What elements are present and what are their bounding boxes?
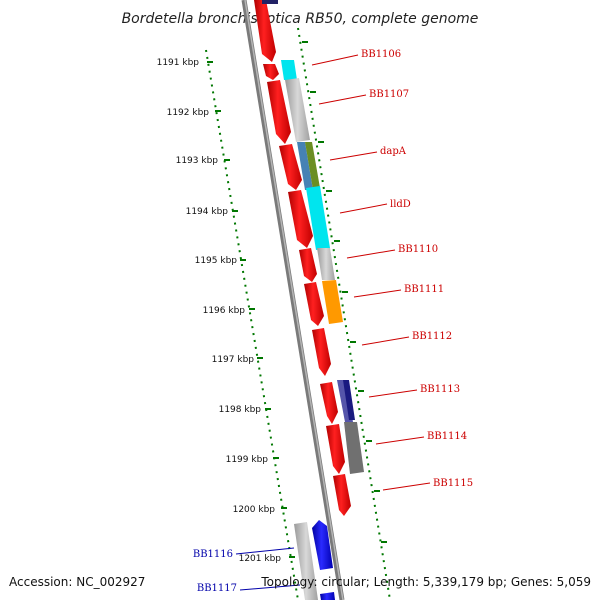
cog-blocks [262,0,364,474]
cog-block[interactable] [285,78,310,142]
gene-label-bb1117[interactable]: BB1117 [197,583,237,594]
tick-1196: 1196 kbp [203,306,255,316]
gene-arrow[interactable] [267,80,291,144]
map-title: Bordetella bronchiseptica RB50, complete… [122,11,479,27]
gene-label-bb1111[interactable]: BB1111 [404,284,444,295]
tick-label: 1197 kbp [212,355,255,365]
gene-arrow[interactable] [320,382,338,424]
gene-label-bb1115[interactable]: BB1115 [433,478,473,489]
gene-arrow[interactable] [279,144,302,190]
cog-block[interactable] [317,248,335,280]
gene-label-llld[interactable]: lldD [390,199,411,210]
tick-label: 1198 kbp [219,405,262,415]
tick-1195: 1195 kbp [195,256,246,266]
right-track-dashes [302,41,387,543]
gene-label-bb1114[interactable]: BB1114 [427,431,467,442]
tick-label: 1192 kbp [167,108,210,118]
gene-label-bb1116[interactable]: BB1116 [193,549,233,560]
tick-label: 1194 kbp [186,207,229,217]
tick-1198: 1198 kbp [219,405,271,415]
tick-label: 1196 kbp [203,306,246,316]
genome-summary-text: Topology: circular; Length: 5,339,179 bp… [260,575,591,589]
tick-1191: 1191 kbp [157,58,213,68]
tick-1197: 1197 kbp [212,355,263,365]
gene-arrow[interactable] [288,190,313,248]
cog-block[interactable] [343,380,355,420]
tick-1194: 1194 kbp [186,207,238,217]
forward-genes [254,0,351,516]
tick-label: 1200 kbp [233,505,276,515]
tick-label: 1201 kbp [239,554,282,564]
cog-block[interactable] [297,142,313,190]
gene-arrow[interactable] [326,424,345,474]
tick-1199: 1199 kbp [226,455,279,465]
tick-1192: 1192 kbp [167,108,221,118]
tick-label: 1199 kbp [226,455,269,465]
cog-block[interactable] [322,280,343,324]
tick-1193: 1193 kbp [176,156,230,166]
gene-label-dapa[interactable]: dapA [380,146,407,157]
gene-arrow[interactable] [263,64,279,80]
gene-arrow[interactable] [299,248,317,282]
cog-block[interactable] [344,422,364,474]
gene-arrow[interactable] [333,474,351,516]
gene-labels: BB1106 BB1107 dapA lldD BB1110 BB1111 BB… [193,49,473,594]
tick-label: 1191 kbp [157,58,200,68]
cog-block[interactable] [262,0,278,4]
tick-label: 1193 kbp [176,156,219,166]
tick-1201: 1201 kbp [239,554,295,564]
gene-arrow[interactable] [320,592,335,600]
tick-group: 1191 kbp 1192 kbp 1193 kbp 1194 kbp 1195… [157,58,295,564]
gene-arrow[interactable] [254,0,276,62]
gene-arrow[interactable] [312,328,331,376]
gene-label-bb1113[interactable]: BB1113 [420,384,460,395]
cog-block[interactable] [305,142,320,190]
gene-arrow[interactable] [312,520,333,570]
genome-backbone-highlight [244,0,344,600]
gene-label-bb1110[interactable]: BB1110 [398,244,438,255]
cog-block[interactable] [306,186,330,250]
tick-1200: 1200 kbp [233,505,287,515]
accession-text: Accession: NC_002927 [9,575,145,589]
genome-backbone [241,0,345,600]
gene-arrow[interactable] [304,282,324,326]
cog-block[interactable] [294,522,318,600]
cog-block[interactable] [281,60,297,80]
gene-label-bb1107[interactable]: BB1107 [369,89,409,100]
tick-track-outer [205,49,299,600]
tick-label: 1195 kbp [195,256,238,266]
gene-label-bb1106[interactable]: BB1106 [361,49,401,60]
leader-lines [235,54,431,591]
reverse-genes [294,520,335,600]
gene-label-bb1112[interactable]: BB1112 [412,331,452,342]
